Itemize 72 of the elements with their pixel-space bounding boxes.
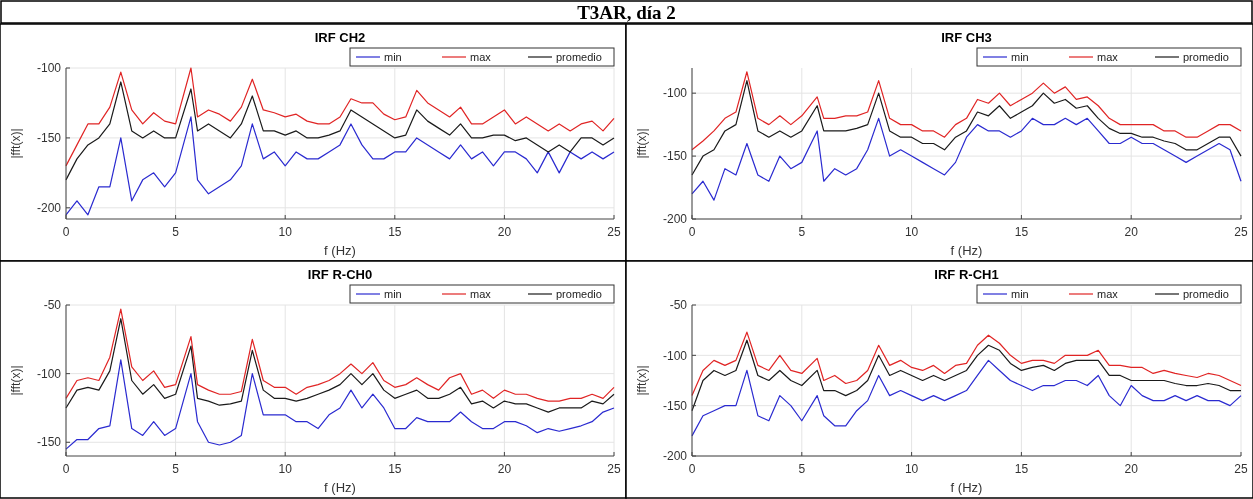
x-tick-label: 20 [1124,225,1139,239]
y-tick-label: -100 [36,61,62,76]
x-tick-label: 5 [798,462,806,476]
line-series [691,79,1242,176]
chart-title: IRF R-CH1 [934,267,999,282]
y-tick-label: -150 [36,435,62,450]
x-tick-label: 10 [278,462,293,476]
line-series [65,318,615,413]
x-tick-label: 15 [388,225,402,239]
x-axis-title: f (Hz) [950,480,983,495]
legend-label: min [1011,51,1029,63]
x-tick-label: 10 [278,225,293,239]
legend-label: promedio [1183,288,1229,300]
y-tick-label: -200 [36,201,62,216]
legend-label: promedio [556,288,602,300]
x-tick-label: 25 [1234,462,1248,476]
x-tick-label: 10 [904,462,919,476]
y-tick-label: -100 [36,366,62,381]
legend-label: min [384,51,402,63]
legend-label: promedio [1183,51,1229,63]
line-series [691,359,1242,437]
y-tick-label: -150 [662,398,688,413]
legend-label: min [384,288,402,300]
y-tick-label: -200 [662,212,688,227]
legend-label: max [1097,51,1119,63]
text: T3AR, día 2 [577,2,676,23]
x-tick-label: 25 [607,225,621,239]
chart-title: IRF CH2 [314,30,366,45]
legend-label: promedio [556,51,602,63]
x-tick-label: 0 [688,462,696,476]
legend-label: min [1011,288,1029,300]
line-series [65,81,615,181]
x-axis-title: f (Hz) [324,243,356,258]
x-tick-label: 5 [172,225,180,239]
x-tick-label: 20 [497,225,512,239]
y-tick-label: -100 [662,348,688,363]
y-tick-label: -200 [662,449,688,464]
x-tick-label: 20 [497,462,512,476]
x-tick-label: 0 [688,225,696,239]
x-tick-label: 0 [62,462,70,476]
y-axis-title: |fft(x)| [9,365,23,396]
y-axis-title: |fft(x)| [635,128,649,159]
line-series [65,308,615,402]
y-axis-title: |fft(x)| [635,365,649,396]
line-series [691,71,1242,151]
x-tick-label: 15 [388,462,402,476]
y-tick-label: -50 [669,298,688,313]
chart-title: IRF R-CH0 [307,267,373,282]
x-tick-label: 5 [172,462,180,476]
line-series [691,331,1242,397]
legend-label: max [470,51,492,63]
x-tick-label: 25 [1234,225,1248,239]
y-tick-label: -100 [662,86,688,101]
legend-label: max [1097,288,1119,300]
line-series [691,117,1242,201]
y-axis-title: |fft(x)| [9,128,23,159]
x-tick-label: 25 [607,462,621,476]
y-tick-label: -150 [662,149,688,164]
y-tick-label: -50 [43,298,62,313]
line-series [65,116,615,216]
x-tick-label: 15 [1014,225,1029,239]
x-tick-label: 5 [798,225,806,239]
chart-title: IRF CH3 [941,30,992,45]
x-tick-label: 0 [62,225,70,239]
x-tick-label: 10 [904,225,919,239]
x-axis-title: f (Hz) [324,480,356,495]
x-axis-title: f (Hz) [950,243,983,258]
line-series [65,359,615,450]
x-tick-label: 20 [1124,462,1139,476]
legend-label: max [470,288,492,300]
y-tick-label: -150 [36,131,62,146]
x-tick-label: 15 [1014,462,1029,476]
